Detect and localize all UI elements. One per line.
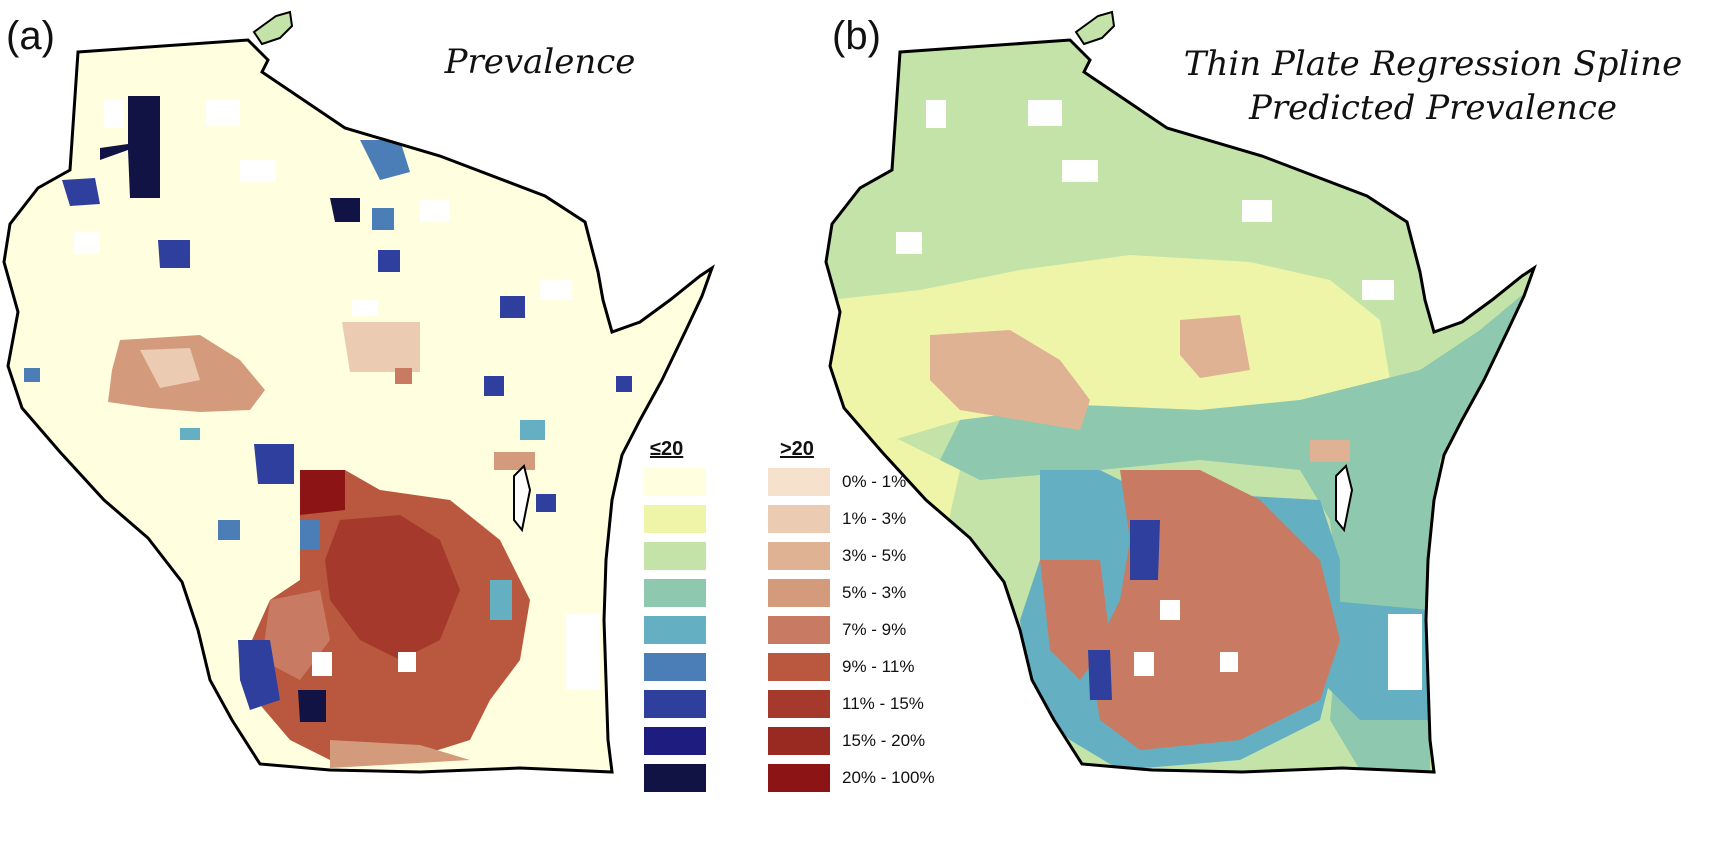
map-a-region-red-core [325,515,460,660]
legend-high-label: 1% - 3% [842,509,907,528]
panel-a-title: Prevalence [444,42,636,82]
map-a-region-blue-a12 [520,420,545,440]
map-b-region-pink-central [1180,315,1250,378]
legend-high-swatch [768,690,830,718]
legend-low-header: ≤20 [650,438,684,460]
map-a-region-blue-a10 [238,640,280,710]
map-b-nodata-4 [1242,200,1272,222]
panel-b-label: (b) [832,14,881,58]
map-b-region-navy-1 [1130,520,1160,580]
map-a-region-blue-a9 [218,520,240,540]
map-a-region-blue-a14 [300,520,320,550]
map-a-nodata-8 [398,652,416,672]
legend-low-swatch [644,690,706,718]
map-a [2,10,714,774]
panel-b-title: Thin Plate Regression Spline Predicted P… [1150,42,1716,130]
map-a-nodata-1 [104,100,124,128]
map-a-region-central-cluster [342,322,420,372]
legend-low-swatch [644,727,706,755]
map-a-region-blue-a4 [372,208,394,230]
legend-high-label: 3% - 5% [842,546,907,565]
legend-high-label: 9% - 11% [842,657,915,676]
map-a-region-blue-nw [62,178,100,206]
map-a-region-red-south [330,740,470,768]
map-a-region-darkred [300,470,345,515]
legend-low-swatch [644,764,706,792]
map-a-region-east-cluster [494,452,535,470]
map-a-region-navy-a11 [298,690,326,722]
map-a-nodata-10 [566,614,600,690]
map-b-region-navy-2 [1088,650,1112,700]
legend-high-swatch [768,505,830,533]
legend-high-swatch [768,468,830,496]
map-a-nodata-4 [420,200,450,222]
legend-high-label: 5% - 3% [842,583,907,602]
map-b-islands-north [1074,10,1116,46]
map-a-region-blue-a5 [378,250,400,272]
map-a-region-blue-a6 [254,444,294,484]
legend-high-label: 11% - 15% [842,694,924,713]
legend-high-label: 20% - 100% [842,768,935,787]
legend-high-swatch [768,727,830,755]
map-b-region-pink-east [1310,440,1350,462]
map-b [824,10,1536,774]
panel-b-title-line2: Predicted Prevalence [1248,88,1618,128]
map-a-region-navy-north [100,96,160,198]
map-b-nodata-5 [1362,280,1394,300]
panel-b-title-line1: Thin Plate Regression Spline [1183,44,1683,84]
legend-high-swatch [768,764,830,792]
map-b-nodata-3 [1062,160,1098,182]
map-a-region-blue-a18 [490,580,512,620]
map-a-region-blue-a3 [360,140,410,180]
map-b-nodata-8 [1220,652,1238,672]
map-a-region-blue-a13 [536,494,556,512]
legend-high-swatch [768,616,830,644]
legend-high-swatch [768,653,830,681]
map-a-region-navy-a2 [330,198,360,222]
map-b-nodata-2 [1028,100,1062,126]
map-a-nodata-2 [206,100,240,126]
legend-low-swatch [644,653,706,681]
map-a-nodata-3 [240,160,276,182]
legend-high-label: 15% - 20% [842,731,926,750]
legend-low-swatch [644,579,706,607]
map-a-regions [24,96,632,768]
panel-a-label: (a) [6,14,55,58]
map-a-region-blue-a8 [484,376,504,396]
legend-high-header: >20 [780,438,814,460]
map-a-region-blue-a17 [24,368,40,382]
map-b-region-pink-west [930,330,1090,430]
map-a-region-blue-a15 [180,428,200,440]
legend-low-swatch [644,616,706,644]
map-b-nodata-9 [1388,614,1422,690]
legend-high-label: 0% - 1% [842,472,907,491]
map-a-nodata-5 [540,280,572,300]
map-a-region-west-light [140,348,200,388]
legend-high-label: 7% - 9% [842,620,907,639]
map-a-islands-north [252,10,294,46]
map-a-region-blue-a16 [616,376,632,392]
legend-low-swatch [644,468,706,496]
map-a-nodata-6 [74,232,100,254]
map-b-nodata-7 [1134,652,1154,676]
map-a-nodata-7 [312,652,332,676]
legend-low-swatch [644,542,706,570]
map-a-region-blue-a1 [158,240,190,268]
map-a-nodata-9 [352,300,378,316]
map-b-nodata-1 [926,100,946,128]
map-b-nodata-10 [1160,600,1180,620]
map-b-lake [1335,464,1354,533]
legend-low-swatch [644,505,706,533]
legend-high-swatch [768,542,830,570]
map-a-region-blue-a7 [500,296,525,318]
legend-high-swatch [768,579,830,607]
map-a-lake [513,464,532,533]
map-b-nodata-6 [896,232,922,254]
map-a-region-central-dark [395,368,412,384]
